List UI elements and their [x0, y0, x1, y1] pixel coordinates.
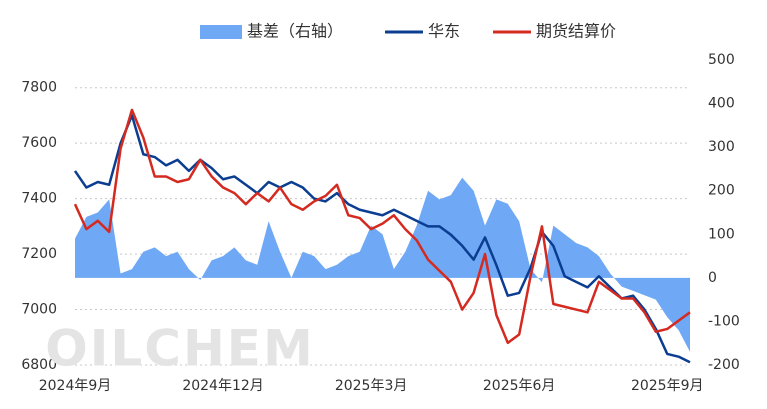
price-line	[73, 108, 691, 345]
y-tick-label: 7000	[21, 302, 57, 318]
x-tick-label: 2025年9月	[631, 378, 704, 394]
x-tick-label: 2025年6月	[483, 378, 556, 394]
y2-tick-label: -200	[708, 357, 740, 373]
y-tick-label: 7400	[21, 191, 57, 207]
price-line	[73, 114, 691, 364]
y2-tick-label: 500	[708, 52, 735, 68]
y-tick-label: 6800	[21, 357, 57, 373]
x-tick-label: 2025年3月	[335, 378, 408, 394]
x-tick-label: 2024年9月	[39, 378, 112, 394]
y2-tick-label: 400	[708, 96, 735, 112]
legend-swatch	[200, 25, 242, 39]
legend-label: 华东	[428, 22, 460, 41]
y-tick-label: 7200	[21, 246, 57, 262]
y2-tick-label: 0	[708, 270, 717, 286]
watermark: OILCHEM	[45, 320, 314, 378]
y2-tick-label: 300	[708, 139, 735, 155]
y2-tick-label: -100	[708, 313, 740, 329]
legend-label: 基差（右轴）	[247, 22, 343, 41]
y-tick-label: 7600	[21, 135, 57, 151]
y2-tick-label: 200	[708, 183, 735, 199]
basis-area	[75, 177, 690, 352]
y2-tick-label: 100	[708, 226, 735, 242]
y-tick-label: 7800	[21, 80, 57, 96]
legend-label: 期货结算价	[536, 22, 616, 41]
x-tick-label: 2024年12月	[182, 378, 263, 394]
